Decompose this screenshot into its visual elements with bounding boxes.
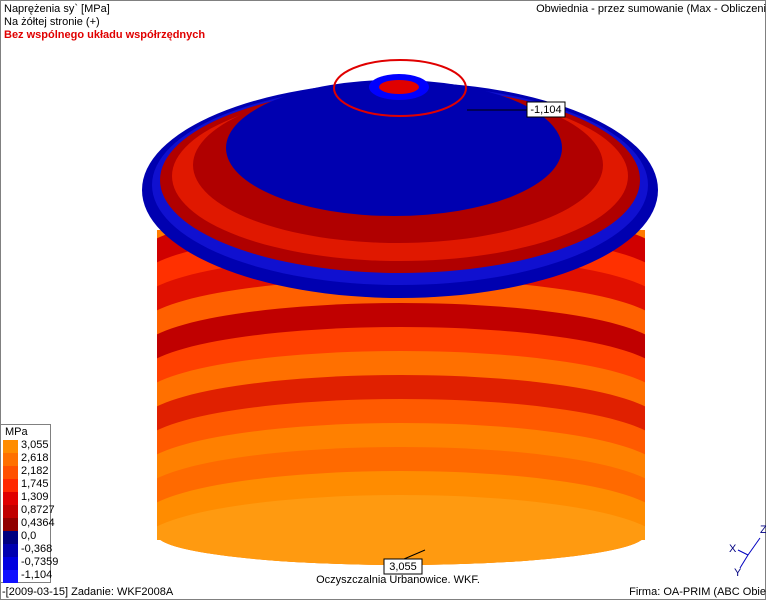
legend-swatch	[3, 479, 18, 492]
legend-unit: MPa	[5, 426, 29, 438]
legend-label: 1,745	[21, 478, 49, 490]
legend-swatch	[3, 453, 18, 466]
legend-swatch	[3, 505, 18, 518]
legend-swatch	[3, 518, 18, 531]
legend-label: 0,8727	[21, 504, 55, 516]
legend-swatch	[3, 440, 18, 453]
header-subtitle: Na żółtej stronie (+)	[4, 16, 100, 28]
legend-label: 0,0	[21, 530, 36, 542]
body-band	[157, 495, 645, 565]
axis-x: X	[729, 543, 737, 555]
axis-z: Z	[760, 524, 766, 536]
min-label: -1,104	[530, 104, 561, 116]
legend-label: 2,182	[21, 465, 49, 477]
legend-label: 1,309	[21, 491, 49, 503]
legend-label: -0,7359	[21, 556, 58, 568]
cylinder-top	[142, 59, 658, 298]
legend-label: -1,104	[21, 569, 52, 581]
legend-label: 0,4364	[21, 517, 55, 529]
footer-right: Firma: OA-PRIM (ABC Obie	[629, 586, 766, 598]
legend-swatch	[3, 570, 18, 583]
footer-center: Oczyszczalnia Urbanowice. WKF.	[316, 574, 480, 586]
axis-triad	[737, 537, 761, 569]
legend-swatch	[3, 466, 18, 479]
axis-y: Y	[734, 567, 742, 579]
footer-left: -[2009-03-15] Zadanie: WKF2008A	[2, 586, 174, 598]
legend: 3,0552,6182,1821,7451,3090,87270,43640,0…	[3, 439, 58, 583]
legend-swatch	[3, 531, 18, 544]
callout-line	[403, 549, 426, 560]
legend-swatch	[3, 492, 18, 505]
header-title: Naprężenia sy` [MPa]	[4, 3, 110, 15]
legend-swatch	[3, 557, 18, 570]
legend-label: -0,368	[21, 543, 52, 555]
callout-box	[383, 558, 423, 575]
legend-swatch	[3, 544, 18, 557]
header-warning: Bez wspólnego układu współrzędnych	[4, 29, 205, 41]
max-label: 3,055	[389, 561, 417, 573]
callout-box	[526, 101, 566, 118]
legend-label: 3,055	[21, 439, 49, 451]
header-right: Obwiednia - przez sumowanie (Max - Oblic…	[536, 3, 766, 15]
legend-label: 2,618	[21, 452, 49, 464]
